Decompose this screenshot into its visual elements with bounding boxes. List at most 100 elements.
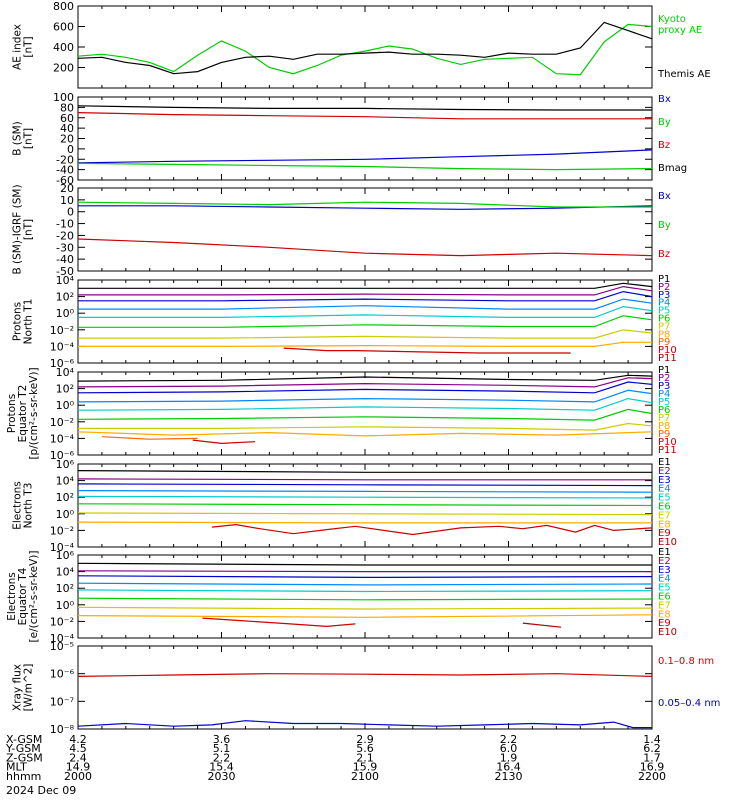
bsm-y-tick-label: 80 bbox=[60, 101, 74, 114]
footer-value: 2.2 bbox=[213, 751, 231, 764]
ee-series-e5 bbox=[77, 589, 653, 593]
en-legend-e3: E3 bbox=[658, 475, 671, 486]
pe-legend-p10: P10 bbox=[658, 437, 677, 448]
ee-legend-e3: E3 bbox=[658, 565, 671, 576]
bigrf-y-tick-label: -10 bbox=[56, 218, 74, 231]
en-series-e5 bbox=[77, 495, 653, 499]
pn-legend-p4: P4 bbox=[658, 298, 670, 309]
bigrf-legend-bx: Bx bbox=[658, 191, 671, 202]
bsm-y-tick-label: 0 bbox=[67, 143, 74, 156]
ee-y-tick-label: 10⁶ bbox=[56, 549, 75, 562]
ae-y-tick-label: 200 bbox=[53, 62, 74, 75]
bsm-y-tick-label: 100 bbox=[53, 91, 74, 104]
en-y-axis-label: North T3 bbox=[23, 483, 35, 529]
pn-series-p1 bbox=[78, 282, 653, 289]
pn-y-tick-label: 10⁴ bbox=[56, 274, 75, 287]
ae-legend-kyoto: Kyoto bbox=[658, 14, 686, 25]
en-legend-e6: E6 bbox=[658, 502, 671, 513]
pe-y-axis-label: [p/(cm²-s-sr-keV)] bbox=[28, 367, 40, 459]
pn-y-tick-label: 10⁻⁴ bbox=[50, 340, 75, 353]
footer-row-label: hhmm bbox=[6, 770, 41, 783]
bigrf-legend-bz: Bz bbox=[658, 249, 670, 260]
footer-value: 2.2 bbox=[500, 733, 518, 746]
ee-series-e7 bbox=[77, 606, 653, 610]
ee-legend-e8: E8 bbox=[658, 609, 671, 620]
ee-legend-e10: E10 bbox=[658, 627, 677, 638]
pe-y-tick-label: 10⁰ bbox=[56, 399, 75, 412]
bsm-series-bx bbox=[77, 149, 653, 164]
en-y-tick-label: 10⁶ bbox=[56, 458, 75, 471]
ee-legend-e4: E4 bbox=[658, 574, 671, 585]
ee-legend-e9: E9 bbox=[658, 618, 671, 629]
ae-y-tick-label: 400 bbox=[53, 41, 74, 54]
bsm-legend-by: By bbox=[658, 117, 671, 128]
bsm-y-tick-label: -40 bbox=[56, 164, 74, 177]
ee-series-e3 bbox=[77, 575, 653, 579]
pe-series-p8 bbox=[77, 431, 653, 437]
en-series-e4 bbox=[77, 490, 653, 493]
pn-legend-p11: P11 bbox=[658, 353, 677, 364]
bsm-y-axis-label: B (SM) bbox=[12, 121, 24, 155]
xray-series-0-05-0-4-nm bbox=[77, 720, 652, 729]
pe-legend-p7: P7 bbox=[658, 413, 670, 424]
xray-y-axis-label: [W/m^2] bbox=[23, 664, 35, 712]
footer-value: 16.9 bbox=[640, 761, 665, 774]
footer-value: 5.1 bbox=[213, 742, 231, 755]
ae-series-themis-ae bbox=[77, 21, 653, 75]
pe-y-axis-label: Equator T2 bbox=[17, 385, 29, 443]
pe-legend-p6: P6 bbox=[658, 405, 670, 416]
ee-legend-e5: E5 bbox=[658, 583, 671, 594]
ee-y-tick-label: 10⁴ bbox=[56, 566, 75, 579]
pe-legend-p3: P3 bbox=[658, 381, 670, 392]
footer-date: 2024 Dec 09 bbox=[6, 784, 77, 797]
footer-value: 1.4 bbox=[643, 733, 661, 746]
pn-legend-p2: P2 bbox=[658, 282, 670, 293]
bigrf-series-by bbox=[77, 201, 652, 208]
footer-value: 16.4 bbox=[496, 761, 521, 774]
en-y-tick-label: 10⁻⁴ bbox=[50, 541, 75, 554]
ee-series-e6 bbox=[77, 597, 653, 601]
footer-value: 1.7 bbox=[643, 751, 661, 764]
en-legend-e5: E5 bbox=[658, 493, 671, 504]
bsm-y-tick-label: 60 bbox=[60, 112, 74, 125]
pe-series-p4 bbox=[77, 389, 653, 403]
bsm-series-bmag bbox=[77, 105, 652, 111]
ee-y-axis-label: Electrons bbox=[6, 572, 18, 621]
ae-y-tick-label: 800 bbox=[53, 0, 74, 13]
pn-series-p3 bbox=[78, 290, 653, 302]
xray-y-tick-label: 10⁻⁵ bbox=[50, 640, 74, 653]
pe-legend-p11: P11 bbox=[658, 445, 677, 456]
pn-y-tick-label: 10⁻⁶ bbox=[50, 357, 75, 370]
pn-series-p4 bbox=[78, 298, 653, 310]
footer-value: 6.0 bbox=[500, 742, 518, 755]
ee-series-e4 bbox=[77, 582, 653, 586]
pe-series-p1 bbox=[77, 374, 653, 382]
pe-legend-p1: P1 bbox=[658, 365, 670, 376]
bsm-y-axis-label: [nT] bbox=[23, 128, 35, 149]
pn-series-p5 bbox=[78, 305, 653, 318]
en-series-e7 bbox=[77, 512, 653, 516]
ee-series-e1 bbox=[77, 562, 652, 566]
pe-legend-p8: P8 bbox=[658, 421, 670, 432]
ae-y-tick-label: 600 bbox=[53, 21, 74, 34]
ae-y-axis-label: [nT] bbox=[23, 36, 35, 57]
en-y-tick-label: 10⁰ bbox=[56, 508, 75, 521]
bigrf-legend-by: By bbox=[658, 220, 671, 231]
ee-legend-e6: E6 bbox=[658, 592, 671, 603]
bsm-y-tick-label: 20 bbox=[60, 133, 74, 146]
footer-value: 2.4 bbox=[69, 751, 87, 764]
ae-y-axis-label: AE index bbox=[12, 24, 24, 70]
ee-y-tick-label: 10² bbox=[56, 582, 74, 595]
pn-y-tick-label: 10² bbox=[56, 291, 74, 304]
pn-y-axis-label: Protons bbox=[12, 302, 24, 341]
footer-value: 2.9 bbox=[356, 733, 374, 746]
ee-series-e8 bbox=[77, 614, 653, 618]
pn-y-axis-label: North T1 bbox=[23, 299, 35, 345]
pe-series-p9 bbox=[101, 436, 198, 440]
en-series-e1 bbox=[77, 470, 652, 473]
ee-legend-e1: E1 bbox=[658, 547, 671, 558]
pe-series-p6 bbox=[77, 408, 653, 421]
pn-legend-p1: P1 bbox=[658, 274, 670, 285]
xray-y-axis-label: Xray flux bbox=[12, 664, 24, 711]
